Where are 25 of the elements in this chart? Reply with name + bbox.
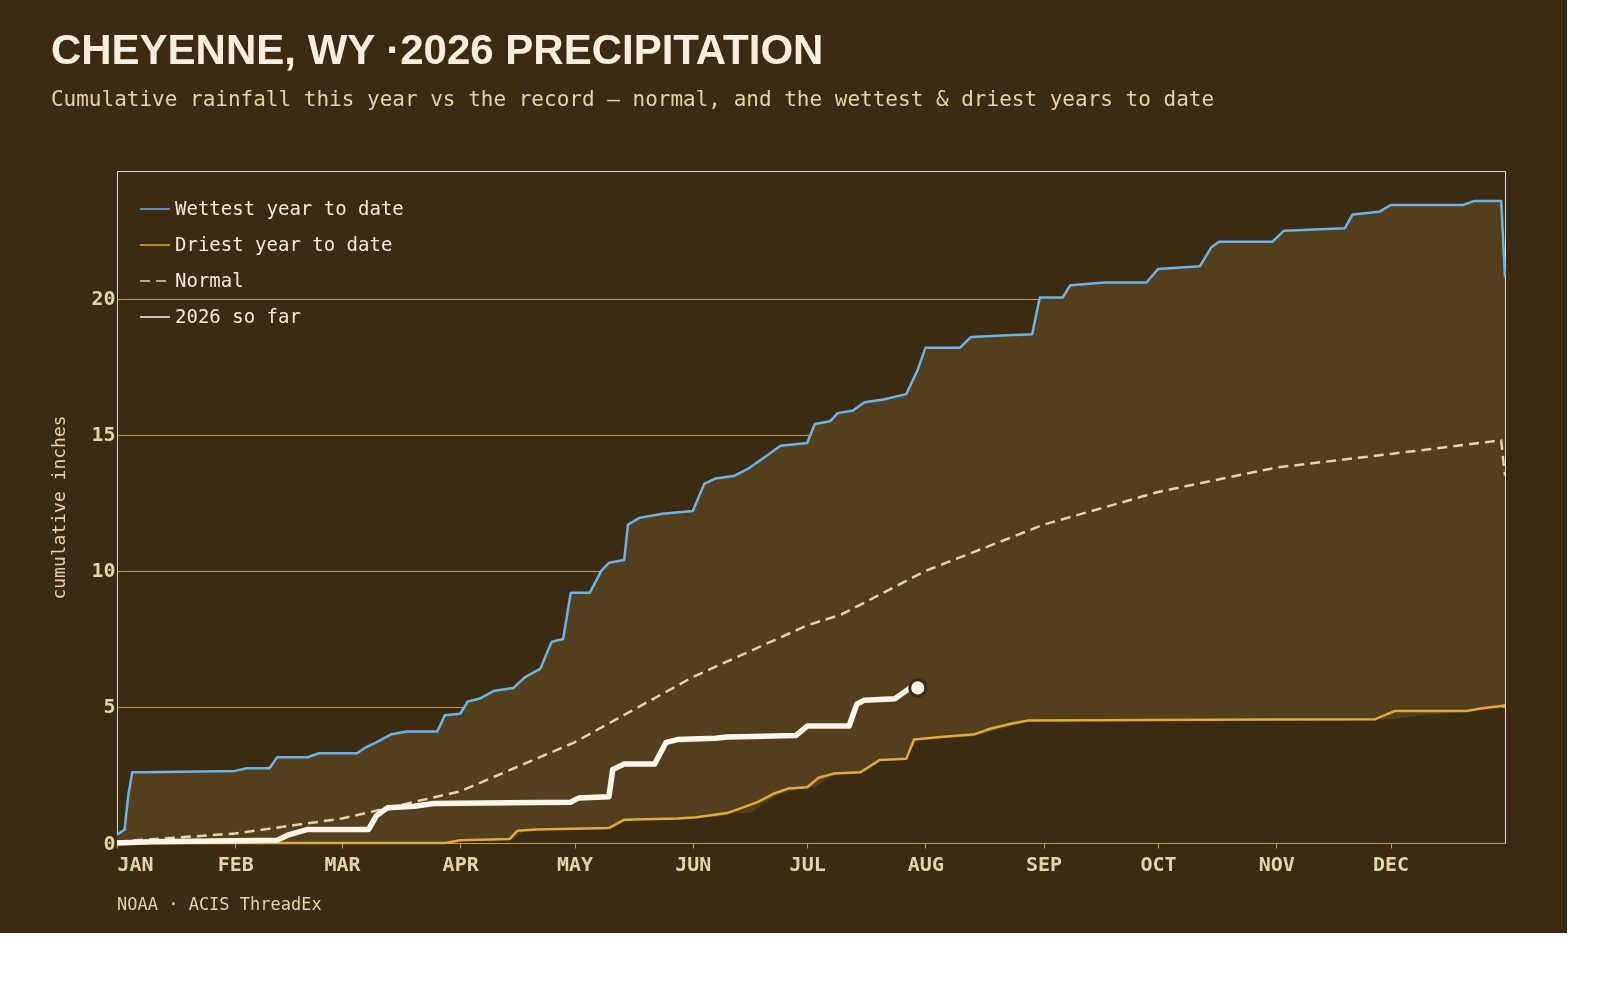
y-tick-label: 0 xyxy=(103,830,116,855)
y-tick-label: 5 xyxy=(103,694,116,719)
x-tick-label: FEB xyxy=(217,851,254,876)
text: NOAA · ACIS ThreadEx xyxy=(117,894,322,914)
x-tick-label: AUG xyxy=(907,851,944,876)
y-tick-label: 15 xyxy=(91,422,116,447)
chart-subtitle: Cumulative rainfall this year vs the record — normal, and the wettest & driest years to date xyxy=(50,87,1215,111)
legend-label: Wettest year to date xyxy=(175,197,404,219)
x-tick-label: MAY xyxy=(557,851,594,876)
legend-label: Driest year to date xyxy=(175,233,393,255)
chart-title: CHEYENNE, WY ·2026 PRECIPITATION xyxy=(50,26,824,73)
x-tick-label: APR xyxy=(442,851,480,876)
y-tick-label: 10 xyxy=(91,558,116,583)
legend-label: Normal xyxy=(175,269,244,291)
x-tick-label: SEP xyxy=(1026,851,1063,876)
x-tick-label: MAR xyxy=(324,851,362,876)
y-axis-title: cumulative inches xyxy=(48,415,70,600)
x-tick-label: JAN xyxy=(117,851,154,876)
x-tick-label: NOV xyxy=(1258,851,1295,876)
x-tick-label: JUL xyxy=(789,851,826,876)
x-tick-label: OCT xyxy=(1140,851,1177,876)
y-tick-label: 20 xyxy=(91,286,116,311)
legend-label: 2026 so far xyxy=(175,305,301,327)
x-tick-label: DEC xyxy=(1373,851,1410,876)
x-tick-label: JUN xyxy=(675,851,712,876)
